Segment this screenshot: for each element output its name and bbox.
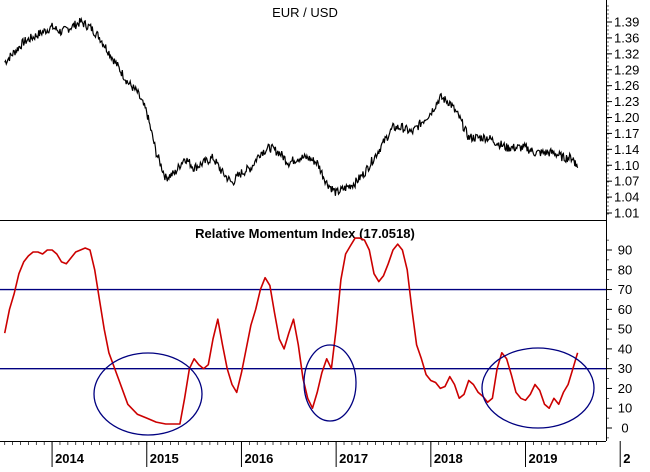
x-tick-label: 2014 bbox=[55, 451, 85, 466]
y-tick-label: 1.29 bbox=[614, 62, 639, 77]
reference-lines-layer bbox=[0, 288, 606, 370]
x-tick-label: 2015 bbox=[150, 451, 179, 466]
annotation-circle bbox=[93, 352, 203, 436]
rmi-line bbox=[3, 237, 579, 425]
y-tick-label: 1.17 bbox=[614, 126, 639, 141]
x-axis: 2014 2015 2016 2017 2018 2019 2 bbox=[4, 441, 630, 467]
x-tick-label: 2 bbox=[623, 451, 630, 466]
y-tick-label: 80 bbox=[618, 262, 632, 277]
x-tick-label: 2018 bbox=[434, 451, 463, 466]
y-tick-label: 60 bbox=[618, 302, 632, 317]
annotation-circles-layer bbox=[93, 344, 595, 436]
y-tick-label: 20 bbox=[618, 381, 632, 396]
x-tick-label: 2016 bbox=[244, 451, 273, 466]
y-tick-label: 90 bbox=[618, 243, 632, 258]
y-tick-label: 1.39 bbox=[614, 15, 639, 30]
eurusd-price-line bbox=[4, 16, 579, 196]
y-tick-label: 30 bbox=[618, 361, 632, 376]
rmi-y-axis: 90 80 70 60 50 40 30 20 10 0 bbox=[606, 239, 632, 439]
chart-title-rmi: Relative Momentum Index (17.0518) bbox=[195, 226, 415, 241]
y-tick-label: 0 bbox=[621, 421, 628, 436]
y-tick-label: 1.32 bbox=[614, 46, 639, 61]
chart-title-eurusd: EUR / USD bbox=[272, 5, 338, 20]
y-tick-label: 70 bbox=[618, 282, 632, 297]
eurusd-y-axis: 1.391.361.321.291.261.231.201.171.141.10… bbox=[606, 5, 639, 221]
y-tick-label: 1.36 bbox=[614, 30, 639, 45]
rmi-layer bbox=[3, 237, 579, 425]
y-tick-label: 1.07 bbox=[614, 174, 639, 189]
eurusd-price-layer bbox=[4, 16, 579, 196]
y-tick-label: 1.01 bbox=[614, 206, 639, 221]
y-tick-label: 1.04 bbox=[614, 190, 639, 205]
x-tick-label: 2019 bbox=[529, 451, 558, 466]
y-tick-label: 50 bbox=[618, 322, 632, 337]
annotation-circle bbox=[303, 344, 357, 422]
y-tick-label: 10 bbox=[618, 401, 632, 416]
x-tick-label: 2017 bbox=[339, 451, 368, 466]
y-tick-label: 1.10 bbox=[614, 158, 639, 173]
y-tick-label: 1.20 bbox=[614, 110, 639, 125]
y-tick-label: 40 bbox=[618, 341, 632, 356]
y-tick-label: 1.23 bbox=[614, 94, 639, 109]
annotation-circle bbox=[481, 347, 595, 429]
y-tick-label: 1.14 bbox=[614, 142, 639, 157]
y-tick-label: 1.26 bbox=[614, 78, 639, 93]
